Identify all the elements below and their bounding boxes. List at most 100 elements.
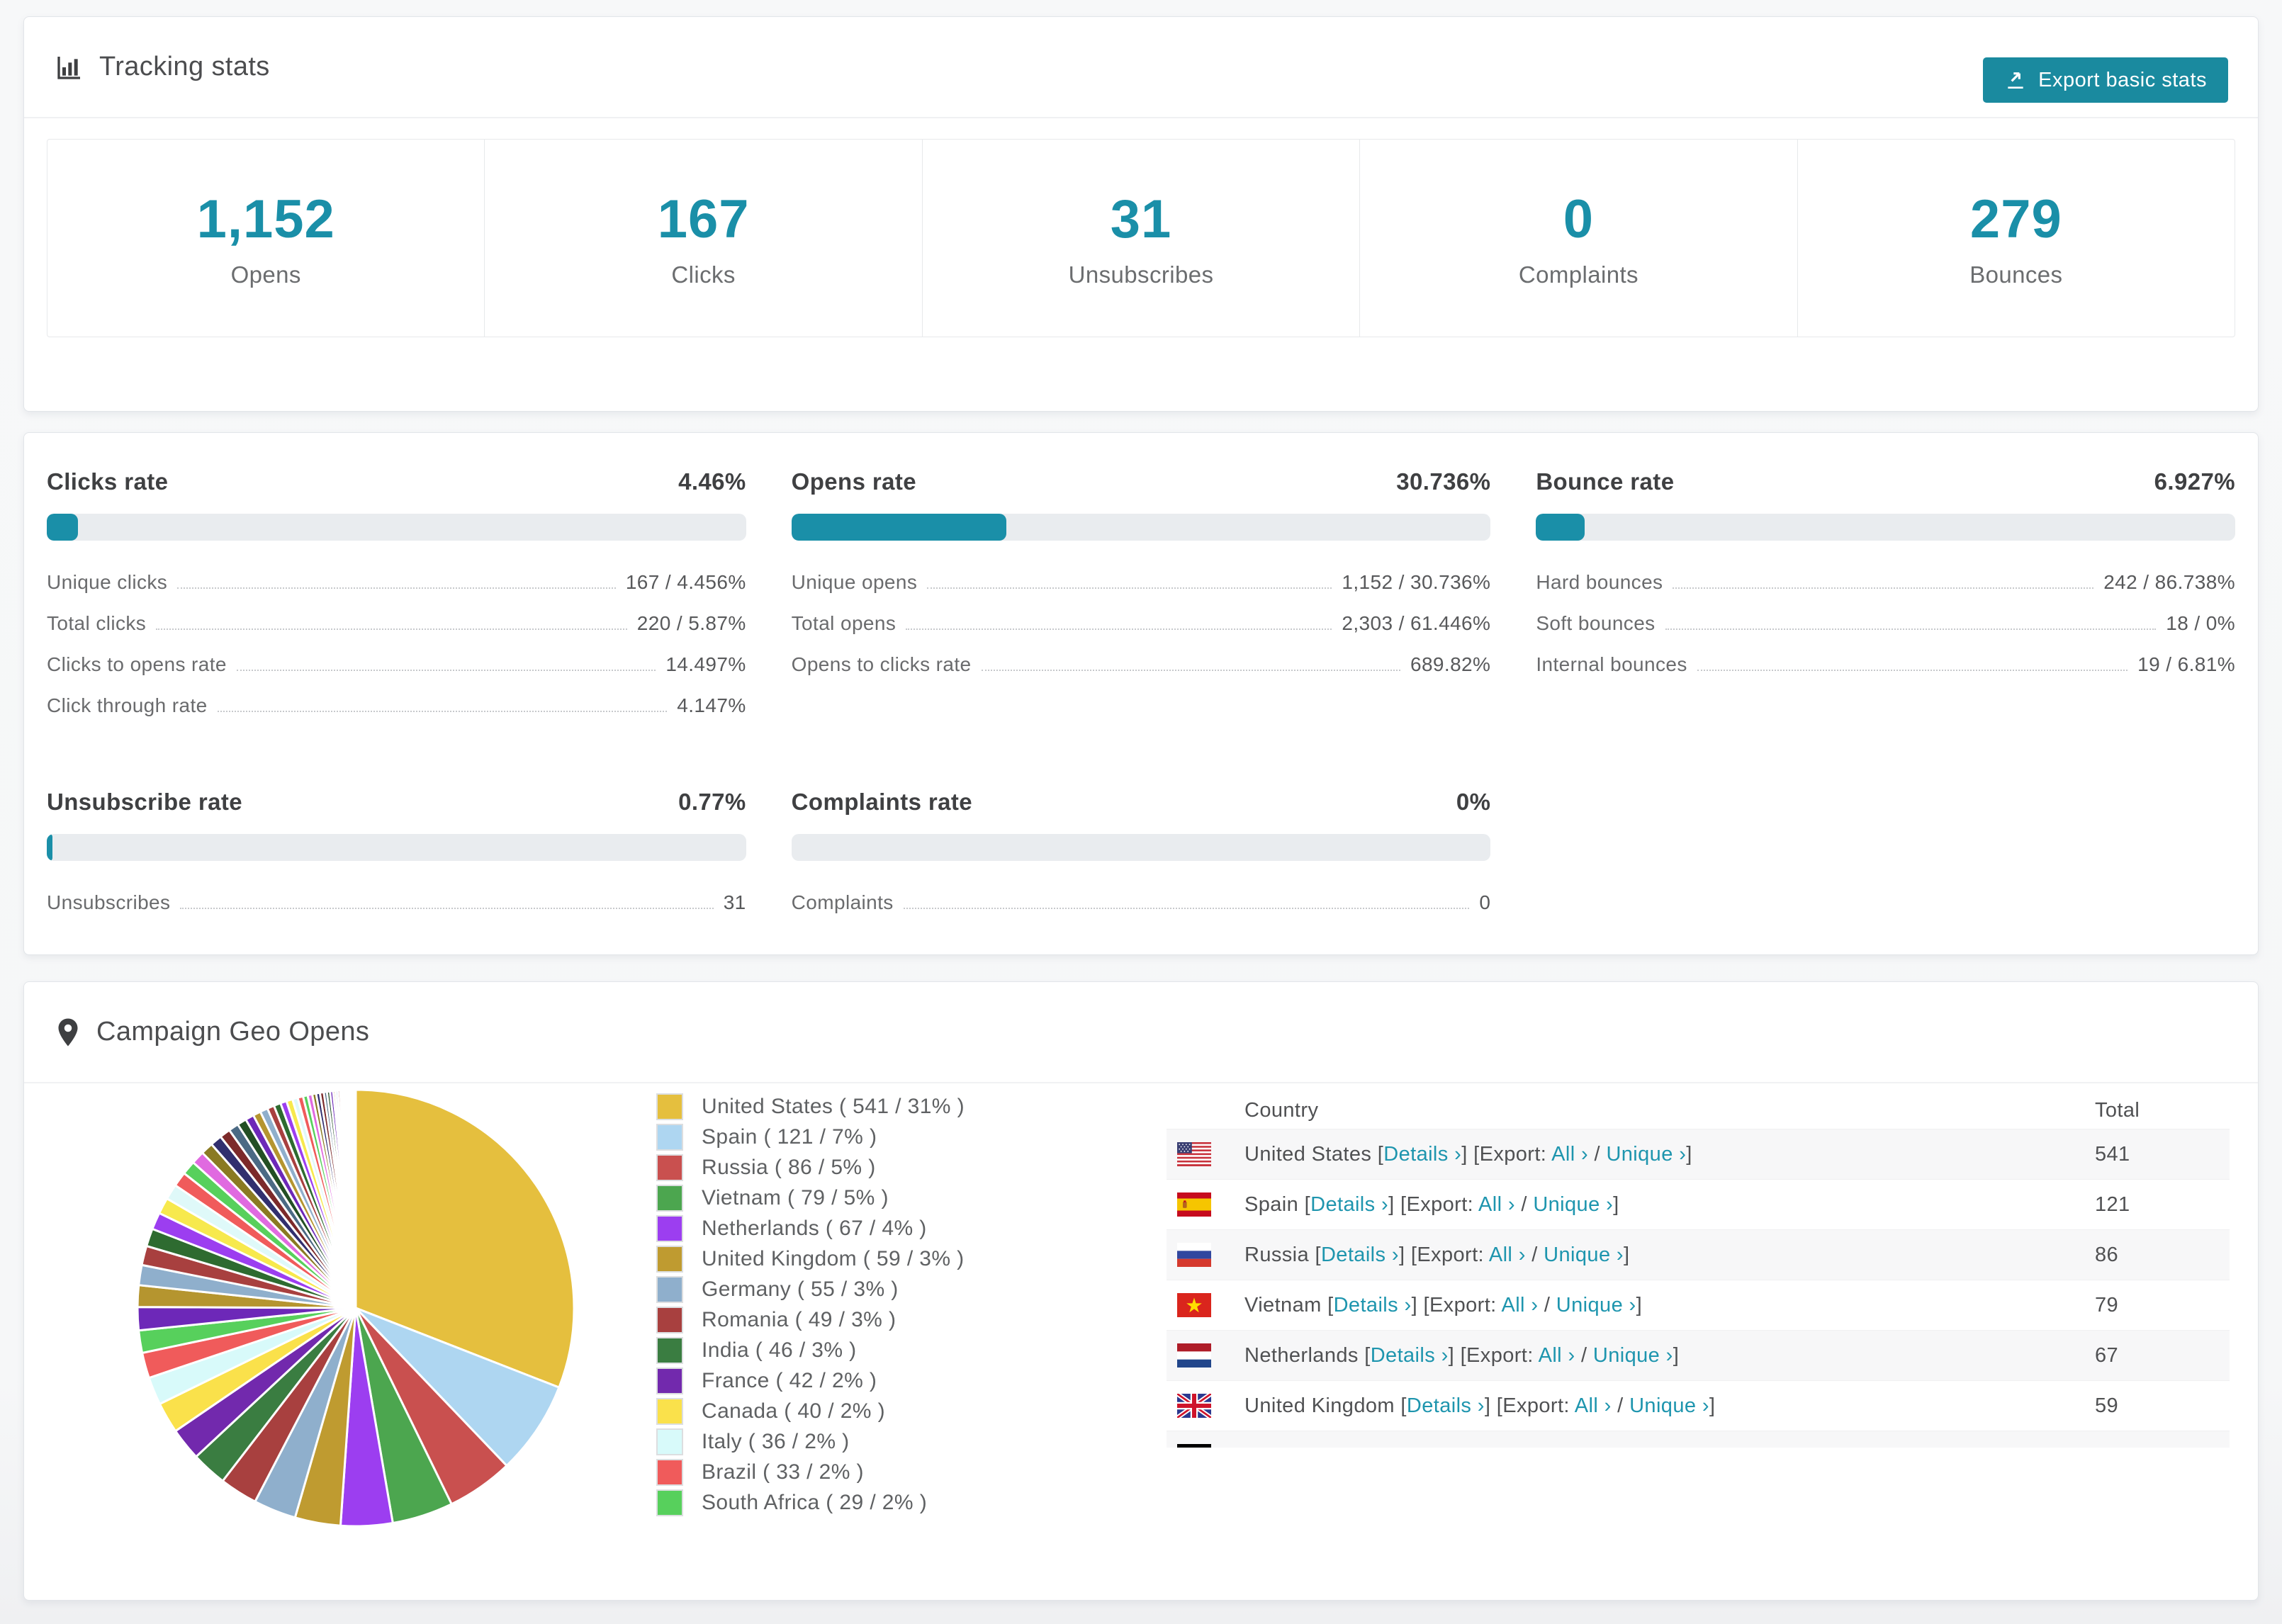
country-total: 67: [2095, 1343, 2119, 1367]
bracket: ]: [1673, 1343, 1680, 1367]
export-all-link[interactable]: All ›: [1478, 1192, 1515, 1216]
legend-item: Spain ( 121 / 7% ): [656, 1124, 965, 1151]
bracket: ]: [1613, 1192, 1619, 1216]
legend-label: Canada ( 40 / 2% ): [702, 1399, 886, 1423]
export-unique-link[interactable]: Unique ›: [1629, 1394, 1709, 1417]
rate-stat-label: Clicks to opens rate: [47, 653, 227, 675]
rate-stat-value: 0: [1479, 891, 1491, 913]
rate-progress-bar: [47, 514, 746, 541]
summary-box: 167 Clicks: [484, 139, 923, 337]
export-unique-link[interactable]: Unique ›: [1556, 1293, 1636, 1316]
bar-chart-icon: [55, 53, 84, 81]
export-unique-link[interactable]: Unique ›: [1592, 1343, 1673, 1367]
export-unique-link[interactable]: Unique ›: [1544, 1243, 1624, 1266]
rate-stat-value: 167 / 4.456%: [625, 571, 746, 593]
rate-stat-label: Hard bounces: [1536, 571, 1663, 593]
legend-swatch: [656, 1337, 683, 1364]
dotted-leader: [1665, 628, 2157, 630]
export-unique-link[interactable]: Unique ›: [1606, 1142, 1687, 1166]
details-link[interactable]: Details ›: [1343, 1445, 1421, 1448]
country-name: Germany: [1244, 1445, 1337, 1448]
legend-swatch: [656, 1307, 683, 1333]
rate-stat-label: Unique opens: [791, 571, 918, 593]
summary-boxes: 1,152 Opens 167 Clicks 31 Unsubscribes 0…: [47, 139, 2236, 337]
rate-card: Unsubscribe rate 0.77% Unsubscribes 31: [47, 789, 746, 923]
legend-swatch: [656, 1368, 683, 1394]
country-total: 121: [2095, 1192, 2130, 1216]
bracket: [: [1315, 1243, 1321, 1266]
map-pin-icon: [55, 1017, 81, 1047]
legend-label: Romania ( 49 / 3% ): [702, 1308, 896, 1331]
country-flag-icon-gb: [1177, 1394, 1211, 1418]
dotted-leader: [906, 628, 1332, 630]
export-unique-link[interactable]: Unique ›: [1566, 1445, 1646, 1448]
rate-stat-value: 19 / 6.81%: [2137, 653, 2235, 675]
slash: /: [1514, 1192, 1534, 1216]
rate-stat-row: Unique clicks 167 / 4.456%: [47, 562, 746, 603]
export-all-link[interactable]: All ›: [1511, 1445, 1548, 1448]
export-all-link[interactable]: All ›: [1488, 1243, 1526, 1266]
rate-stat-value: 31: [723, 891, 746, 913]
rate-stat-value: 18 / 0%: [2166, 612, 2235, 634]
rate-title: Complaints rate: [791, 789, 973, 815]
rate-progress-bar: [791, 834, 1491, 861]
country-name: Russia: [1244, 1243, 1315, 1266]
dotted-leader: [1697, 670, 2128, 671]
details-link[interactable]: Details ›: [1383, 1142, 1462, 1166]
legend-item: Canada ( 40 / 2% ): [656, 1398, 965, 1425]
summary-value: 167: [657, 188, 750, 249]
country-total: 79: [2095, 1293, 2119, 1316]
summary-label: Complaints: [1518, 261, 1639, 288]
bracket: [: [1327, 1293, 1334, 1316]
legend-swatch: [656, 1246, 683, 1273]
rate-card: Complaints rate 0% Complaints 0: [791, 789, 1491, 923]
export-all-link[interactable]: All ›: [1551, 1142, 1589, 1166]
export-all-link[interactable]: All ›: [1574, 1394, 1612, 1417]
campaign-geo-opens-panel: Campaign Geo Opens United States ( 541 /…: [23, 981, 2259, 1601]
rate-stat-label: Complaints: [791, 891, 894, 913]
geo-table: Country Total United States [Details ›] …: [1167, 1092, 2230, 1448]
rate-stat-value: 2,303 / 61.446%: [1342, 612, 1491, 634]
rate-progress-bar: [1536, 514, 2235, 541]
details-link[interactable]: Details ›: [1310, 1192, 1389, 1216]
details-link[interactable]: Details ›: [1406, 1394, 1485, 1417]
rate-progress-fill: [47, 514, 78, 541]
rate-stat-row: Hard bounces 242 / 86.738%: [1536, 562, 2235, 603]
rate-stat-row: Total opens 2,303 / 61.446%: [792, 603, 1491, 644]
export-all-link[interactable]: All ›: [1501, 1293, 1539, 1316]
details-link[interactable]: Details ›: [1333, 1293, 1412, 1316]
rate-value: 4.46%: [678, 468, 746, 495]
summary-value: 279: [1969, 188, 2062, 249]
details-link[interactable]: Details ›: [1320, 1243, 1399, 1266]
legend-swatch: [656, 1154, 683, 1181]
export-basic-stats-button[interactable]: Export basic stats: [1983, 57, 2228, 103]
legend-label: Italy ( 36 / 2% ): [702, 1430, 850, 1453]
tracking-stats-panel: Tracking stats Export basic stats 1,152 …: [23, 16, 2259, 412]
details-link[interactable]: Details ›: [1370, 1343, 1449, 1367]
export-all-link[interactable]: All ›: [1538, 1343, 1575, 1367]
legend-label: United Kingdom ( 59 / 3% ): [702, 1247, 965, 1270]
export-unique-link[interactable]: Unique ›: [1533, 1192, 1614, 1216]
rate-stat-value: 689.82%: [1410, 653, 1491, 675]
legend-label: India ( 46 / 3% ): [702, 1338, 857, 1362]
country-flag-icon-de: [1177, 1444, 1211, 1448]
summary-label: Unsubscribes: [1068, 261, 1214, 288]
country-flag-icon-vn: [1177, 1293, 1211, 1317]
rate-card: Opens rate 30.736% Unique opens 1,152 / …: [791, 468, 1491, 726]
bracket: [: [1304, 1192, 1311, 1216]
country-name: Netherlands: [1244, 1343, 1365, 1367]
legend-label: South Africa ( 29 / 2% ): [702, 1491, 928, 1514]
rate-stat-row: Internal bounces 19 / 6.81%: [1536, 644, 2235, 685]
rate-title: Bounce rate: [1536, 468, 1675, 495]
dotted-leader: [156, 628, 627, 630]
summary-box: 279 Bounces: [1797, 139, 2236, 337]
rate-progress-bar: [47, 834, 746, 861]
export-label: Export:: [1502, 1394, 1575, 1417]
geo-table-row: Germany [Details ›] [Export: All › / Uni…: [1167, 1431, 2230, 1448]
legend-swatch: [656, 1428, 683, 1455]
rate-stat-label: Internal bounces: [1536, 653, 1687, 675]
summary-box: 0 Complaints: [1359, 139, 1798, 337]
legend-label: France ( 42 / 2% ): [702, 1369, 877, 1392]
legend-label: Brazil ( 33 / 2% ): [702, 1460, 864, 1484]
rate-stat-label: Opens to clicks rate: [791, 653, 972, 675]
